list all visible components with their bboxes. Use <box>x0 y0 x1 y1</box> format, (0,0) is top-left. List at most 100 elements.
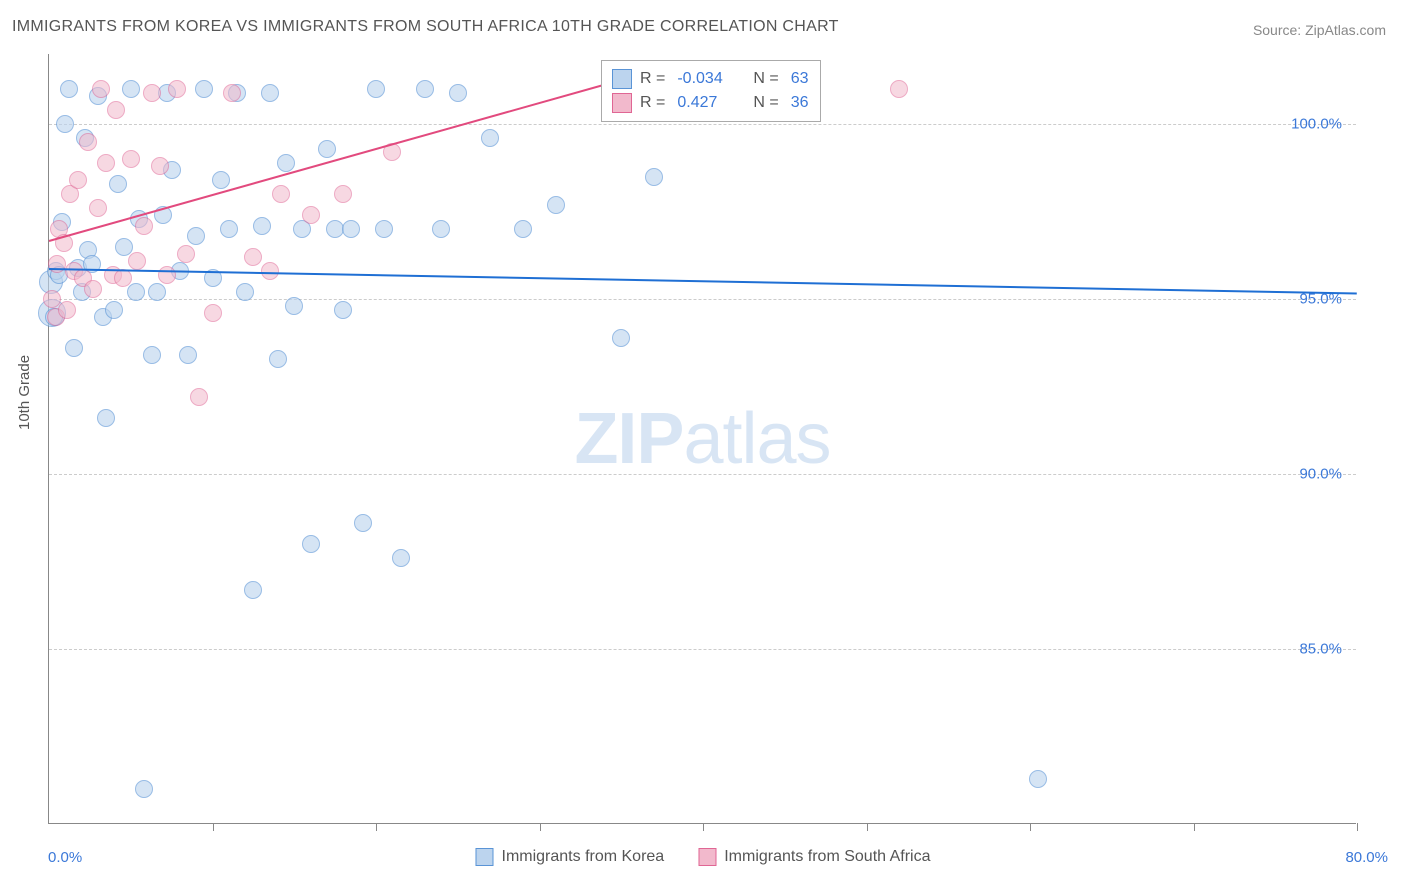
r-value: -0.034 <box>677 67 737 91</box>
x-axis-max-label: 80.0% <box>1345 849 1388 866</box>
scatter-point <box>92 80 110 98</box>
scatter-point <box>223 84 241 102</box>
scatter-point <box>392 549 410 567</box>
scatter-point <box>212 171 230 189</box>
stats-legend-row: R = -0.034 N = 63 <box>612 67 808 91</box>
y-axis-label: 10th Grade <box>16 355 33 430</box>
scatter-point <box>84 280 102 298</box>
scatter-point <box>354 514 372 532</box>
scatter-point <box>143 346 161 364</box>
r-label: R = <box>640 67 665 91</box>
scatter-point <box>135 217 153 235</box>
x-tick <box>1194 823 1195 831</box>
scatter-point <box>97 409 115 427</box>
scatter-point <box>645 168 663 186</box>
chart-title: IMMIGRANTS FROM KOREA VS IMMIGRANTS FROM… <box>12 18 839 36</box>
legend-label: Immigrants from South Africa <box>724 848 930 866</box>
scatter-point <box>56 115 74 133</box>
scatter-point <box>122 150 140 168</box>
scatter-point <box>168 80 186 98</box>
bottom-legend: Immigrants from Korea Immigrants from Sou… <box>475 848 930 866</box>
scatter-point <box>60 80 78 98</box>
scatter-point <box>367 80 385 98</box>
x-tick <box>867 823 868 831</box>
watermark-bold: ZIP <box>574 399 683 479</box>
scatter-point <box>220 220 238 238</box>
scatter-point <box>375 220 393 238</box>
x-axis-min-label: 0.0% <box>48 849 82 866</box>
scatter-point <box>151 157 169 175</box>
x-tick <box>1357 823 1358 831</box>
scatter-point <box>177 245 195 263</box>
y-tick-label: 85.0% <box>1299 641 1342 658</box>
scatter-point <box>236 283 254 301</box>
scatter-point <box>612 329 630 347</box>
scatter-point <box>302 535 320 553</box>
bottom-legend-item: Immigrants from Korea <box>475 848 664 866</box>
scatter-point <box>69 171 87 189</box>
x-tick <box>376 823 377 831</box>
legend-label: Immigrants from Korea <box>501 848 664 866</box>
plot-area: ZIPatlas 85.0%90.0%95.0%100.0%R =-0.034N… <box>48 54 1356 824</box>
n-label: N = <box>753 67 778 91</box>
scatter-point <box>244 581 262 599</box>
scatter-point <box>128 252 146 270</box>
x-tick <box>703 823 704 831</box>
legend-swatch <box>612 93 632 113</box>
scatter-point <box>326 220 344 238</box>
scatter-point <box>514 220 532 238</box>
source-attribution: Source: ZipAtlas.com <box>1253 22 1386 38</box>
x-tick <box>213 823 214 831</box>
scatter-point <box>89 199 107 217</box>
scatter-point <box>97 154 115 172</box>
x-tick <box>540 823 541 831</box>
scatter-point <box>244 248 262 266</box>
scatter-point <box>481 129 499 147</box>
gridline <box>49 124 1356 125</box>
scatter-point <box>302 206 320 224</box>
scatter-point <box>204 304 222 322</box>
n-value: 36 <box>791 91 809 115</box>
scatter-point <box>65 339 83 357</box>
r-label: R = <box>640 91 665 115</box>
scatter-point <box>261 84 279 102</box>
y-tick-label: 100.0% <box>1291 116 1342 133</box>
scatter-point <box>114 269 132 287</box>
scatter-point <box>269 350 287 368</box>
scatter-point <box>187 227 205 245</box>
scatter-point <box>416 80 434 98</box>
scatter-point <box>109 175 127 193</box>
scatter-point <box>318 140 336 158</box>
scatter-point <box>334 301 352 319</box>
scatter-point <box>285 297 303 315</box>
scatter-point <box>148 283 166 301</box>
scatter-point <box>342 220 360 238</box>
scatter-point <box>190 388 208 406</box>
y-tick-label: 90.0% <box>1299 466 1342 483</box>
scatter-point <box>179 346 197 364</box>
gridline <box>49 474 1356 475</box>
scatter-point <box>272 185 290 203</box>
watermark: ZIPatlas <box>574 398 830 480</box>
gridline <box>49 649 1356 650</box>
legend-swatch <box>612 69 632 89</box>
scatter-point <box>261 262 279 280</box>
scatter-point <box>890 80 908 98</box>
bottom-legend-item: Immigrants from South Africa <box>698 848 930 866</box>
stats-legend: R = -0.034 N = 63 R = 0.427 N = 36 <box>601 60 821 122</box>
scatter-point <box>143 84 161 102</box>
r-value: 0.427 <box>677 91 737 115</box>
n-label: N = <box>753 91 778 115</box>
scatter-point <box>122 80 140 98</box>
scatter-point <box>127 283 145 301</box>
scatter-point <box>195 80 213 98</box>
scatter-point <box>158 266 176 284</box>
scatter-point <box>334 185 352 203</box>
n-value: 63 <box>791 67 809 91</box>
scatter-point <box>1029 770 1047 788</box>
scatter-point <box>107 101 125 119</box>
legend-swatch <box>698 848 716 866</box>
watermark-light: atlas <box>683 399 830 479</box>
stats-legend-row: R = 0.427 N = 36 <box>612 91 808 115</box>
scatter-point <box>58 301 76 319</box>
